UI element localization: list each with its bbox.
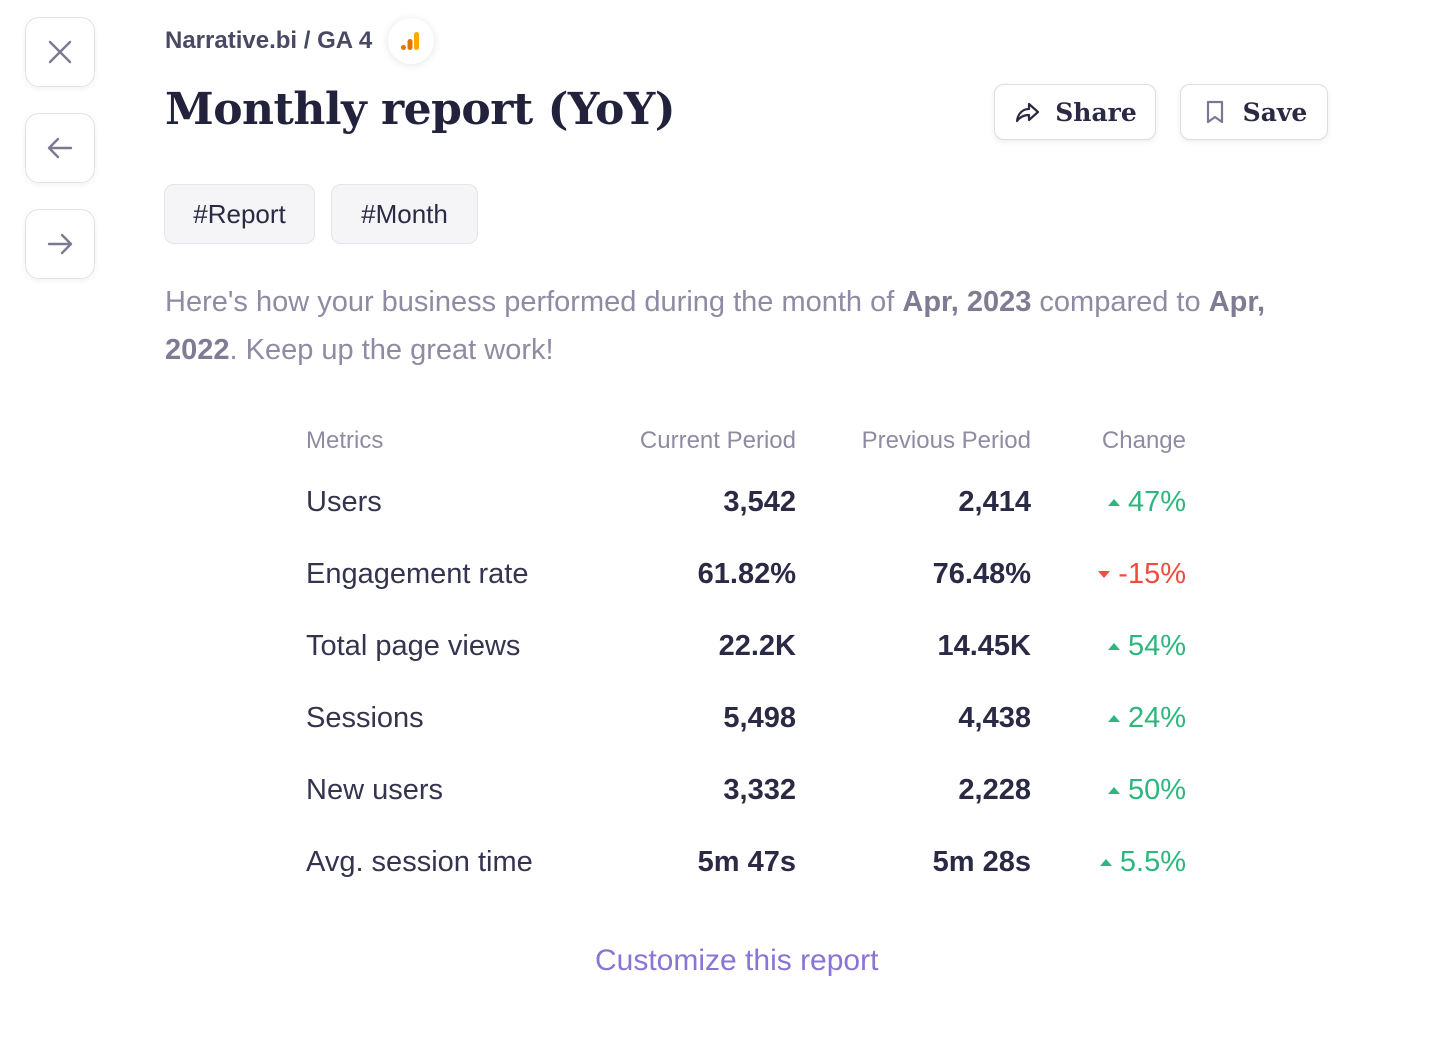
- change-text: -15%: [1118, 557, 1186, 590]
- bookmark-icon: [1206, 100, 1223, 124]
- customize-report-link[interactable]: Customize this report: [595, 944, 879, 977]
- summary-text: compared to: [1031, 286, 1209, 318]
- share-label: Share: [1055, 97, 1137, 127]
- table-row: Users 3,542 2,414 47%: [306, 466, 1186, 538]
- table-row: New users 3,332 2,228 50%: [306, 754, 1186, 826]
- triangle-down-icon: [1098, 570, 1111, 578]
- column-header-metrics: Metrics: [306, 427, 384, 454]
- metric-name: Total page views: [306, 629, 521, 662]
- current-value: 5m 47s: [697, 845, 796, 878]
- report-summary: Here's how your business performed durin…: [165, 278, 1315, 374]
- summary-text: . Keep up the great work!: [229, 334, 554, 366]
- metric-name: Avg. session time: [306, 845, 533, 878]
- table-row: Engagement rate 61.82% 76.48% -15%: [306, 538, 1186, 610]
- forward-button[interactable]: [25, 209, 95, 279]
- previous-value: 14.45K: [937, 629, 1031, 662]
- triangle-up-icon: [1107, 498, 1120, 506]
- current-value: 5,498: [723, 701, 796, 734]
- change-value: 5.5%: [1031, 846, 1186, 879]
- current-period-text: Apr, 2023: [902, 286, 1032, 318]
- triangle-up-icon: [1107, 786, 1120, 794]
- save-button[interactable]: Save: [1180, 84, 1328, 140]
- page-title: Monthly report (YoY): [165, 84, 676, 135]
- metric-name: Sessions: [306, 701, 424, 734]
- change-value: -15%: [1031, 558, 1186, 591]
- metric-name: Engagement rate: [306, 557, 529, 590]
- triangle-up-icon: [1107, 642, 1120, 650]
- current-value: 3,332: [723, 773, 796, 806]
- column-header-change: Change: [1101, 427, 1186, 454]
- change-value: 47%: [1031, 486, 1186, 519]
- previous-value: 5m 28s: [932, 845, 1031, 878]
- previous-period-text: Apr, 2022: [165, 286, 1266, 366]
- arrow-left-icon: [47, 137, 73, 159]
- arrow-right-icon: [47, 233, 73, 255]
- metrics-table: Metrics Current Period Previous Period C…: [306, 416, 1186, 898]
- share-button[interactable]: Share: [994, 84, 1156, 140]
- triangle-up-icon: [1099, 858, 1112, 866]
- column-header-current: Current Period: [639, 427, 796, 454]
- breadcrumb-text: Narrative.bi / GA 4: [165, 27, 373, 54]
- previous-value: 2,228: [958, 773, 1031, 806]
- current-value: 61.82%: [697, 557, 796, 590]
- change-value: 24%: [1031, 702, 1186, 735]
- change-text: 54%: [1127, 629, 1186, 662]
- table-row: Sessions 5,498 4,438 24%: [306, 682, 1186, 754]
- change-text: 50%: [1127, 773, 1186, 806]
- save-label: Save: [1242, 97, 1308, 127]
- previous-value: 2,414: [958, 485, 1031, 518]
- table-row: Total page views 22.2K 14.45K 54%: [306, 610, 1186, 682]
- share-icon: [1016, 102, 1040, 123]
- table-header: Metrics Current Period Previous Period C…: [306, 416, 1186, 466]
- table-row: Avg. session time 5m 47s 5m 28s 5.5%: [306, 826, 1186, 898]
- change-text: 24%: [1127, 701, 1186, 734]
- previous-value: 4,438: [958, 701, 1031, 734]
- customize-container: Customize this report: [595, 944, 897, 988]
- back-button[interactable]: [25, 113, 95, 183]
- table-body: Users 3,542 2,414 47% Engagement rate 61.82% 7…: [306, 466, 1186, 898]
- triangle-up-icon: [1107, 714, 1120, 722]
- breadcrumb: Narrative.bi / GA 4: [165, 18, 435, 64]
- change-text: 5.5%: [1119, 845, 1186, 878]
- change-value: 50%: [1031, 774, 1186, 807]
- tag-month[interactable]: #Month: [331, 184, 478, 244]
- tag-report[interactable]: #Report: [164, 184, 315, 244]
- previous-value: 76.48%: [932, 557, 1031, 590]
- close-icon: [48, 40, 72, 64]
- current-value: 3,542: [723, 485, 796, 518]
- close-button[interactable]: [25, 17, 95, 87]
- summary-text: Here's how your business performed durin…: [165, 286, 903, 318]
- google-analytics-icon: [388, 18, 435, 64]
- metric-name: Users: [306, 485, 382, 518]
- column-header-previous: Previous Period: [861, 427, 1031, 454]
- current-value: 22.2K: [718, 629, 796, 662]
- change-text: 47%: [1127, 485, 1186, 518]
- change-value: 54%: [1031, 630, 1186, 663]
- metric-name: New users: [306, 773, 443, 806]
